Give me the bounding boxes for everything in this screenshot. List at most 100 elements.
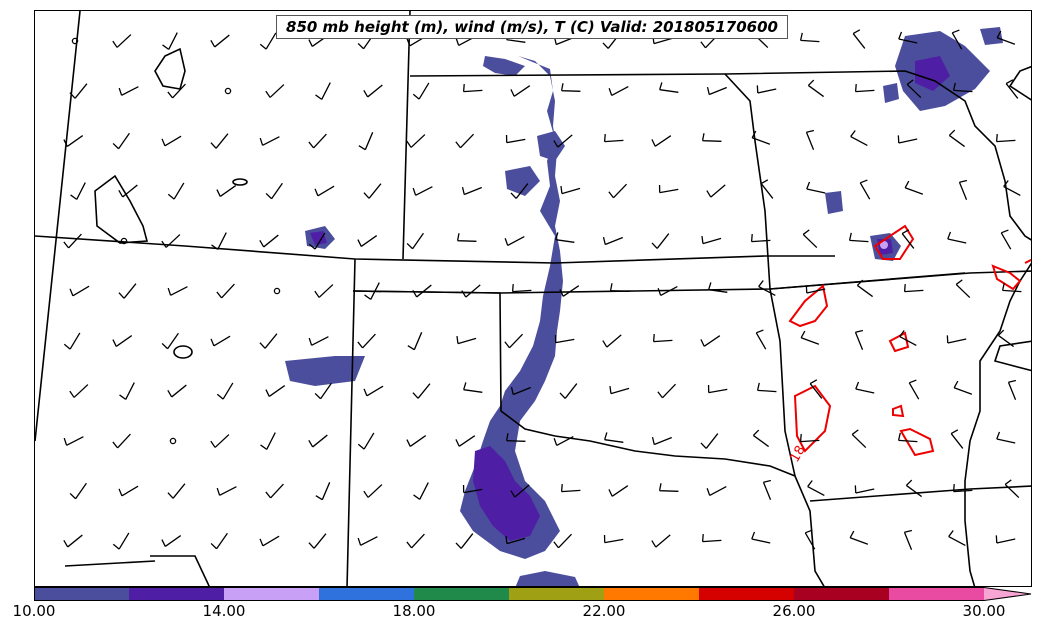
boundary-ut-co	[402, 11, 411, 260]
wind-barb	[308, 232, 326, 250]
boundary-ar-la	[809, 485, 1031, 502]
wind-barb	[112, 132, 130, 150]
shade-band-main	[460, 56, 563, 559]
wind-barb	[406, 232, 424, 250]
contour-ar-center	[888, 331, 910, 353]
wind-barb	[259, 136, 280, 146]
wind-barb	[1003, 180, 1021, 197]
calm-wind-marker	[273, 287, 281, 295]
wind-barb	[851, 429, 867, 449]
wind-barb	[751, 531, 771, 544]
wind-barb	[407, 332, 423, 351]
colorbar-segment	[604, 587, 700, 601]
wind-barb	[609, 385, 630, 395]
wind-barb	[806, 181, 826, 194]
wind-barb	[462, 84, 483, 93]
wind-barb	[555, 232, 575, 243]
wind-barb	[752, 429, 770, 448]
wind-barb	[849, 530, 869, 545]
wind-barb	[455, 133, 475, 149]
wind-barb	[216, 486, 237, 496]
wind-barb	[899, 330, 917, 347]
wind-barb	[651, 436, 672, 446]
contour-ar-west	[793, 384, 832, 453]
wind-barb	[167, 83, 186, 99]
wind-barb	[308, 336, 329, 346]
wind-barb	[955, 279, 971, 299]
wind-barb	[799, 32, 820, 43]
shade-patch-kansas	[537, 131, 565, 161]
wind-barb	[461, 284, 481, 298]
wind-barb	[904, 180, 924, 195]
wind-barb	[995, 535, 1016, 544]
wind-barb	[260, 432, 276, 450]
colorbar-segment	[699, 587, 795, 601]
wind-barb	[554, 335, 575, 344]
wind-barb	[505, 135, 526, 144]
wind-barb	[706, 86, 727, 96]
wind-barb	[167, 286, 188, 296]
wind-barb	[456, 335, 477, 345]
boundary-nm-tx	[150, 555, 210, 586]
wind-barb	[560, 185, 581, 195]
wind-barb	[63, 332, 81, 350]
contour-label: 18	[787, 443, 808, 465]
contour-ar-east	[899, 427, 935, 457]
boundary-ks-ok	[352, 270, 1031, 294]
wind-barb	[463, 382, 483, 393]
wind-barb	[63, 436, 84, 446]
wind-barb	[259, 333, 278, 349]
wind-barb	[413, 482, 429, 500]
wind-barb	[308, 133, 327, 149]
wind-barb	[903, 284, 924, 293]
wind-barb	[406, 134, 426, 148]
wind-barb	[162, 32, 178, 50]
wind-barb	[69, 482, 87, 500]
wind-barb	[950, 429, 964, 449]
wind-barb	[511, 284, 532, 293]
shade-band-north	[483, 56, 525, 76]
wind-barb	[602, 236, 623, 246]
wind-barb	[259, 32, 277, 50]
wind-barb	[118, 86, 139, 96]
boundary-wy-co-ne-ks	[35, 235, 835, 264]
calm-wind-marker	[224, 87, 232, 95]
boundary-ks-mo	[724, 73, 796, 477]
shaded-fields-inner	[310, 56, 950, 541]
wind-barb	[314, 382, 332, 400]
wind-barb	[357, 536, 378, 546]
wind-barb	[854, 84, 875, 93]
colorbar-tick-label: 18.00	[392, 602, 436, 620]
shade-highlight-mo	[880, 241, 888, 249]
wind-barb	[112, 34, 132, 48]
wind-barb	[210, 434, 230, 448]
wind-barb	[856, 279, 874, 298]
wind-barb	[805, 129, 815, 150]
colorbar-tick-label: 22.00	[582, 602, 626, 620]
wind-barb	[952, 82, 973, 93]
wind-barb	[898, 31, 918, 44]
wind-barb	[706, 485, 727, 497]
wind-barb	[658, 185, 679, 194]
wind-barb	[69, 285, 90, 297]
wind-barb	[210, 532, 228, 550]
boundary-ar-mo	[769, 272, 966, 290]
wind-barb	[604, 432, 624, 443]
wind-barb	[553, 134, 573, 148]
wind-barb	[657, 285, 678, 297]
boundary-mississippi	[964, 262, 1031, 586]
wind-barb	[658, 483, 679, 492]
wind-barb	[701, 235, 722, 245]
contour-east-edge	[991, 264, 1022, 291]
wind-barb	[406, 435, 427, 447]
wind-barb	[809, 379, 823, 399]
wind-barb	[700, 433, 719, 449]
wind-barb	[265, 385, 286, 397]
map-canvas: 18	[35, 11, 1031, 586]
wind-barbs	[63, 29, 1022, 550]
wind-barb	[651, 534, 671, 548]
wind-barb	[63, 233, 82, 249]
wind-barb	[1005, 79, 1019, 99]
wind-barb	[802, 229, 818, 249]
colorbar-extend-arrow	[984, 587, 1032, 601]
